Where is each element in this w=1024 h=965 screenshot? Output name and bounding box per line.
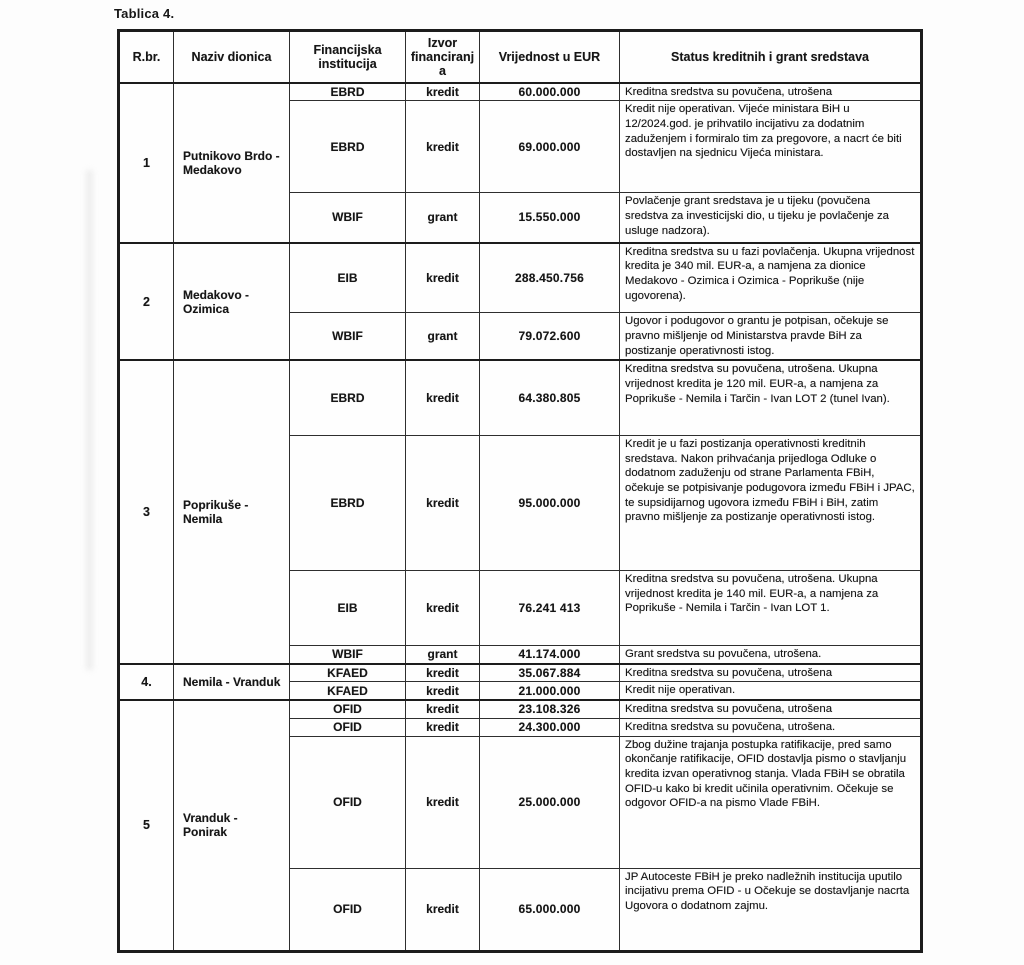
value-cell: 15.550.000 <box>479 192 620 244</box>
status-cell: JP Autoceste FBiH je preko nadležnih ins… <box>619 867 922 952</box>
status-cell: Ugovor i podugovor o grantu je potpisan,… <box>619 312 922 361</box>
value-cell: 41.174.000 <box>479 644 620 665</box>
table-row: 5 Vranduk - Ponirak OFID kredit 23.108.3… <box>118 698 922 952</box>
status-cell: Kredit nije operativan. Vijeće ministara… <box>619 100 922 194</box>
status-cell: Povlačenje grant sredstava je u tijeku (… <box>619 192 922 244</box>
source-cell: kredit <box>405 359 480 436</box>
source-cell: kredit <box>405 569 480 646</box>
dionica-cell: Vranduk - Ponirak <box>173 698 290 952</box>
table-row: WBIF grant 15.550.000 Povlačenje grant s… <box>119 192 922 244</box>
value-cell: 25.000.000 <box>479 735 620 869</box>
status-cell: Kreditna sredstva su u fazi povlačenja. … <box>619 241 922 314</box>
source-cell: grant <box>405 644 480 665</box>
table-row: EBRD kredit 69.000.000 Kredit nije opera… <box>119 100 922 194</box>
institution-cell: KFAED <box>289 662 406 683</box>
institution-cell: OFID <box>289 698 406 719</box>
value-cell: 79.072.600 <box>479 312 620 361</box>
institution-cell: WBIF <box>289 312 406 361</box>
table-row: 4. Nemila - Vranduk KFAED kredit 35.067.… <box>118 662 922 701</box>
source-cell: kredit <box>405 662 480 683</box>
status-cell: Kreditna sredstva su povučena, utrošena. <box>619 717 922 737</box>
status-cell: Kreditna sredstva su povučena, utrošena <box>619 81 922 102</box>
rbr-cell: 3 <box>118 359 174 665</box>
source-cell: grant <box>405 192 480 244</box>
source-cell: kredit <box>405 867 480 952</box>
institution-cell: WBIF <box>289 192 406 244</box>
institution-cell: EBRD <box>289 359 406 436</box>
header-row: R.br. Naziv dionica Financijska instituc… <box>118 30 922 84</box>
status-cell: Kreditna sredstva su povučena, utrošena.… <box>619 569 922 646</box>
status-cell: Grant sredstva su povučena, utrošena. <box>619 644 922 665</box>
source-cell: kredit <box>405 735 480 869</box>
credit-status-table: R.br. Naziv dionica Financijska instituc… <box>117 29 923 953</box>
status-cell: Zbog dužine trajanja postupka ratifikaci… <box>619 735 922 869</box>
status-cell: Kreditna sredstva su povučena, utrošena.… <box>619 359 922 436</box>
institution-cell: KFAED <box>289 681 406 701</box>
dionica-cell: Putnikovo Brdo - Medakovo <box>173 81 290 244</box>
table-row: WBIF grant 79.072.600 Ugovor i podugovor… <box>119 312 922 361</box>
table-row: OFID kredit 65.000.000 JP Autoceste FBiH… <box>119 867 922 952</box>
col-header-vrijednost-eur: Vrijednost u EUR <box>479 30 620 84</box>
col-header-naziv-dionica: Naziv dionica <box>173 30 290 84</box>
source-cell: kredit <box>405 81 480 102</box>
rbr-cell: 1 <box>118 81 174 244</box>
table-row: WBIF grant 41.174.000 Grant sredstva su … <box>119 644 922 665</box>
institution-cell: EIB <box>289 241 406 314</box>
table-row: 1 Putnikovo Brdo - Medakovo EBRD kredit … <box>118 81 922 244</box>
value-cell: 35.067.884 <box>479 662 620 683</box>
source-cell: kredit <box>405 241 480 314</box>
col-header-izvor-financiranja: Izvor financiranja <box>405 30 480 84</box>
rbr-cell: 2 <box>118 241 174 361</box>
institution-cell: OFID <box>289 717 406 737</box>
dionica-cell: Poprikuše - Nemila <box>173 359 290 665</box>
source-cell: kredit <box>405 681 480 701</box>
dionica-cell: Nemila - Vranduk <box>173 662 290 701</box>
value-cell: 288.450.756 <box>479 241 620 314</box>
value-cell: 24.300.000 <box>479 717 620 737</box>
value-cell: 65.000.000 <box>479 867 620 952</box>
source-cell: grant <box>405 312 480 361</box>
institution-cell: EBRD <box>289 434 406 571</box>
table-caption: Tablica 4. <box>114 6 175 21</box>
table-row: EIB kredit 76.241 413 Kreditna sredstva … <box>119 569 922 646</box>
source-cell: kredit <box>405 434 480 571</box>
status-cell: Kreditna sredstva su povučena, utrošena <box>619 698 922 719</box>
table-row: OFID kredit 25.000.000 Zbog dužine traja… <box>119 735 922 869</box>
dionica-cell: Medakovo - Ozimica <box>173 241 290 361</box>
table-row: 3 Poprikuše - Nemila EBRD kredit 64.380.… <box>118 359 922 665</box>
status-cell: Kredit je u fazi postizanja operativnost… <box>619 434 922 571</box>
value-cell: 64.380.805 <box>479 359 620 436</box>
status-cell: Kreditna sredstva su povučena, utrošena <box>619 662 922 683</box>
value-cell: 69.000.000 <box>479 100 620 194</box>
table-row: KFAED kredit 21.000.000 Kredit nije oper… <box>119 681 922 701</box>
institution-cell: EBRD <box>289 100 406 194</box>
status-cell: Kredit nije operativan. <box>619 681 922 701</box>
institution-cell: EIB <box>289 569 406 646</box>
rbr-cell: 4. <box>118 662 174 701</box>
source-cell: kredit <box>405 698 480 719</box>
table-row: 2 Medakovo - Ozimica EIB kredit 288.450.… <box>118 241 922 361</box>
scan-smudge <box>86 170 93 670</box>
institution-cell: WBIF <box>289 644 406 665</box>
institution-cell: OFID <box>289 867 406 952</box>
institution-cell: EBRD <box>289 81 406 102</box>
rbr-cell: 5 <box>118 698 174 952</box>
value-cell: 95.000.000 <box>479 434 620 571</box>
col-header-rbr: R.br. <box>118 30 174 84</box>
institution-cell: OFID <box>289 735 406 869</box>
col-header-financijska-institucija: Financijska institucija <box>289 30 406 84</box>
value-cell: 76.241 413 <box>479 569 620 646</box>
table-row: OFID kredit 24.300.000 Kreditna sredstva… <box>119 717 922 737</box>
value-cell: 21.000.000 <box>479 681 620 701</box>
value-cell: 60.000.000 <box>479 81 620 102</box>
source-cell: kredit <box>405 100 480 194</box>
source-cell: kredit <box>405 717 480 737</box>
table-row: EBRD kredit 95.000.000 Kredit je u fazi … <box>119 434 922 571</box>
col-header-status: Status kreditnih i grant sredstava <box>619 30 922 84</box>
value-cell: 23.108.326 <box>479 698 620 719</box>
